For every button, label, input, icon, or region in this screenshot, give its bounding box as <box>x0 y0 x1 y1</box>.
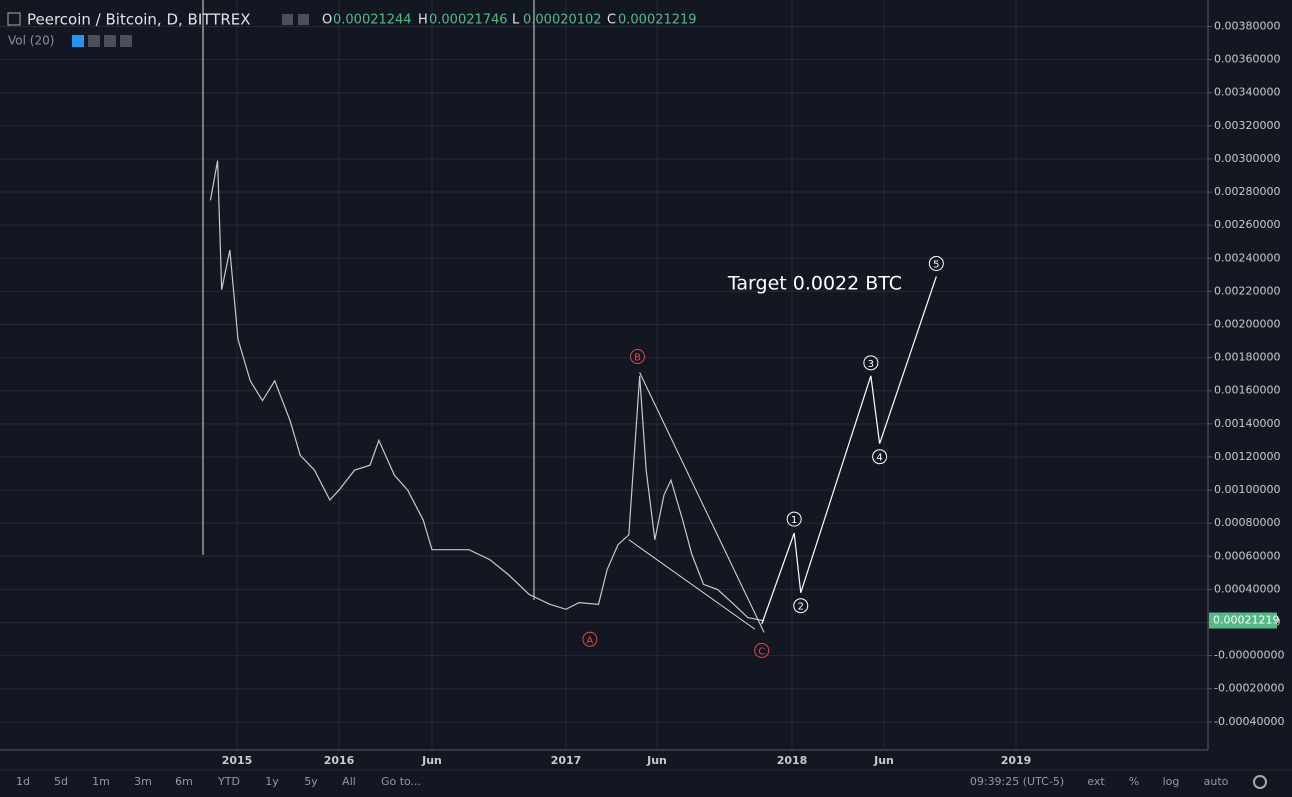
wave-label: 3 <box>868 359 874 370</box>
grid <box>0 0 1208 750</box>
x-tick-label: Jun <box>646 754 667 767</box>
wave-label: 2 <box>798 602 804 613</box>
wave-path <box>761 276 937 625</box>
x-tick-label: 2018 <box>777 754 808 767</box>
wave-marker <box>872 449 888 465</box>
collapse-icon[interactable] <box>7 12 21 26</box>
option-button[interactable]: log <box>1163 775 1180 788</box>
wave-label: 5 <box>933 259 939 270</box>
y-tick-label: 0.00240000 <box>1214 251 1280 264</box>
settings-icon[interactable] <box>298 14 309 25</box>
y-tick-label: 0.00280000 <box>1214 185 1280 198</box>
gear-icon[interactable] <box>1253 775 1267 789</box>
option-button[interactable]: % <box>1129 775 1139 788</box>
wedge-line <box>639 372 765 633</box>
y-tick-label: 0.00100000 <box>1214 483 1280 496</box>
y-tick-label: 0.00040000 <box>1214 582 1280 595</box>
y-tick-label: -0.00000000 <box>1214 649 1284 662</box>
settings-icon[interactable] <box>88 35 100 47</box>
y-tick-label: 0.00200000 <box>1214 318 1280 331</box>
clock: 09:39:25 (UTC-5) <box>970 775 1064 788</box>
range-button[interactable]: Go to... <box>381 775 421 788</box>
x-tick-label: Jun <box>873 754 894 767</box>
y-tick-label: 0.00160000 <box>1214 384 1280 397</box>
range-button[interactable]: 1m <box>92 775 110 788</box>
ohlc-value: 0.00021746 <box>429 13 508 28</box>
x-tick-label: 2017 <box>551 754 582 767</box>
ohlc-value: 0.00021244 <box>333 13 412 28</box>
range-button[interactable]: All <box>342 775 356 788</box>
last-price-badge <box>1209 612 1277 629</box>
settings-icon[interactable] <box>282 14 293 25</box>
ohlc-key: O <box>322 13 332 28</box>
last-price-label: 0.00021219 <box>1213 613 1279 626</box>
wedge-line <box>628 539 756 630</box>
wave-marker <box>928 255 944 271</box>
price-line <box>209 160 765 622</box>
add-icon[interactable] <box>104 35 116 47</box>
x-tick-label: 2016 <box>324 754 355 767</box>
ohlc-value: 0.00021219 <box>618 13 697 28</box>
y-tick-label: 0.00120000 <box>1214 450 1280 463</box>
y-tick-label: 0.00300000 <box>1214 152 1280 165</box>
range-button[interactable]: 3m <box>134 775 152 788</box>
wave-label: 4 <box>876 453 882 464</box>
volume-label: Vol (20) <box>8 34 54 48</box>
x-tick-label: 2015 <box>222 754 253 767</box>
range-button[interactable]: 5d <box>54 775 68 788</box>
ohlc-value: 0.00020102 <box>523 13 602 28</box>
symbol-title: Peercoin / Bitcoin, D, BITTREX <box>27 11 251 29</box>
correction-marker <box>630 349 645 365</box>
wave-marker <box>786 511 802 527</box>
ohlc-key: C <box>607 13 616 28</box>
ohlc-key: L <box>512 13 520 28</box>
y-tick-label: -0.00040000 <box>1214 715 1284 728</box>
wave-label: 1 <box>791 515 797 526</box>
y-tick-label: 0.00060000 <box>1214 549 1280 562</box>
y-tick-label: 0.00140000 <box>1214 417 1280 430</box>
x-tick-label: Jun <box>421 754 442 767</box>
correction-label: A <box>586 635 593 646</box>
correction-marker <box>582 631 598 647</box>
y-tick-label: 0.00380000 <box>1214 19 1280 32</box>
y-tick-label: 0.00260000 <box>1214 218 1280 231</box>
correction-marker <box>754 642 770 658</box>
option-button[interactable]: auto <box>1204 775 1229 788</box>
option-button[interactable]: ext <box>1087 775 1105 788</box>
range-button[interactable]: 5y <box>304 775 318 788</box>
range-button[interactable]: YTD <box>217 775 240 788</box>
wave-marker <box>793 598 809 614</box>
range-button[interactable]: 1y <box>265 775 279 788</box>
y-tick-label: 0.00080000 <box>1214 516 1280 529</box>
eye-icon[interactable] <box>72 35 84 47</box>
y-tick-label: 0.00180000 <box>1214 351 1280 364</box>
correction-label: B <box>634 353 641 364</box>
range-button[interactable]: 1d <box>16 775 30 788</box>
wave-marker <box>863 355 879 371</box>
y-tick-label: -0.00020000 <box>1214 682 1284 695</box>
y-tick-label: 0.00220000 <box>1214 284 1280 297</box>
range-button[interactable]: 6m <box>175 775 193 788</box>
close-icon[interactable] <box>120 35 132 47</box>
y-tick-label: 0.00320000 <box>1214 119 1280 132</box>
x-tick-label: 2019 <box>1001 754 1032 767</box>
correction-label: C <box>758 646 765 657</box>
ohlc-key: H <box>418 13 428 28</box>
y-tick-label: 0.00340000 <box>1214 86 1280 99</box>
plot: 1 2 3 4 5 A B C Target 0.0022 BTC <box>209 160 944 658</box>
y-tick-label: 0.00360000 <box>1214 53 1280 66</box>
target-annotation: Target 0.0022 BTC <box>727 273 902 295</box>
